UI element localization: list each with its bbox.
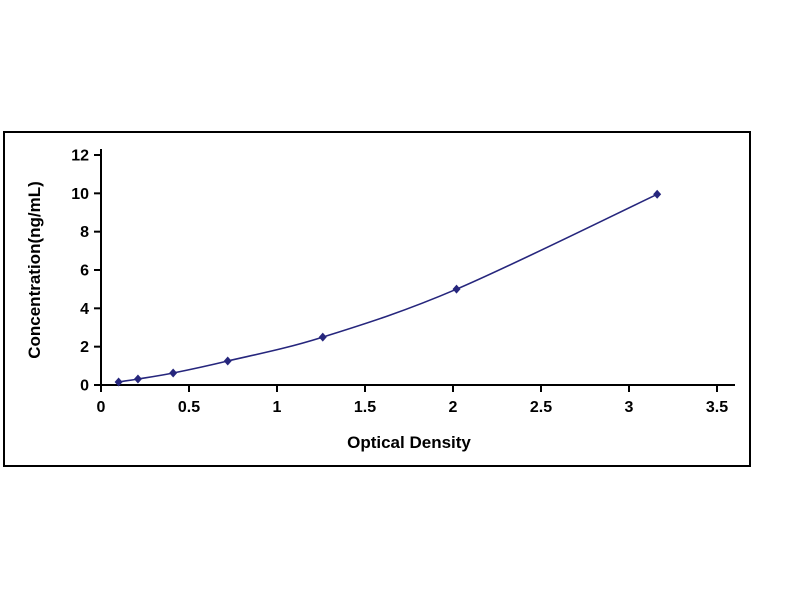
data-point-marker: [452, 284, 461, 294]
x-axis: 0 0.5 1 1.5 2 2.5 3 3.5: [97, 384, 735, 416]
x-tick-label: 0.5: [178, 399, 200, 416]
data-point-marker: [169, 368, 178, 378]
y-tick-label: 8: [80, 224, 89, 241]
x-tick-label: 1.5: [354, 399, 376, 416]
y-tick-label: 4: [80, 301, 89, 318]
x-tick-label: 2.5: [530, 399, 552, 416]
standard-curve-plot: 0 0.5 1 1.5 2 2.5 3 3.5 0 2 4 6 8 10 12: [71, 148, 735, 416]
x-tick-label: 3: [625, 399, 634, 416]
y-tick-label: 10: [71, 186, 89, 203]
x-tick-label: 1: [273, 399, 282, 416]
x-tick-label: 0: [97, 399, 106, 416]
data-point-markers: [114, 189, 662, 387]
y-tick-label: 6: [80, 263, 89, 280]
series-line: [118, 193, 658, 383]
chart-figure: 0 0.5 1 1.5 2 2.5 3 3.5 0 2 4 6 8 10 12 Optical Densit…: [3, 131, 751, 467]
y-axis-title: Concentration(ng/mL): [25, 181, 44, 359]
data-point-marker: [223, 356, 232, 366]
x-axis-title: Optical Density: [347, 433, 471, 452]
data-point-marker: [653, 189, 662, 199]
data-point-marker: [133, 374, 142, 384]
data-point-marker: [318, 332, 327, 342]
x-tick-label: 3.5: [706, 399, 728, 416]
x-tick-label: 2: [449, 399, 458, 416]
y-tick-label: 2: [80, 339, 89, 356]
y-tick-label: 0: [80, 378, 89, 395]
y-tick-label: 12: [71, 148, 89, 165]
y-axis: 0 2 4 6 8 10 12: [71, 148, 102, 395]
curve-path: [118, 193, 658, 383]
data-point-marker: [114, 377, 123, 387]
